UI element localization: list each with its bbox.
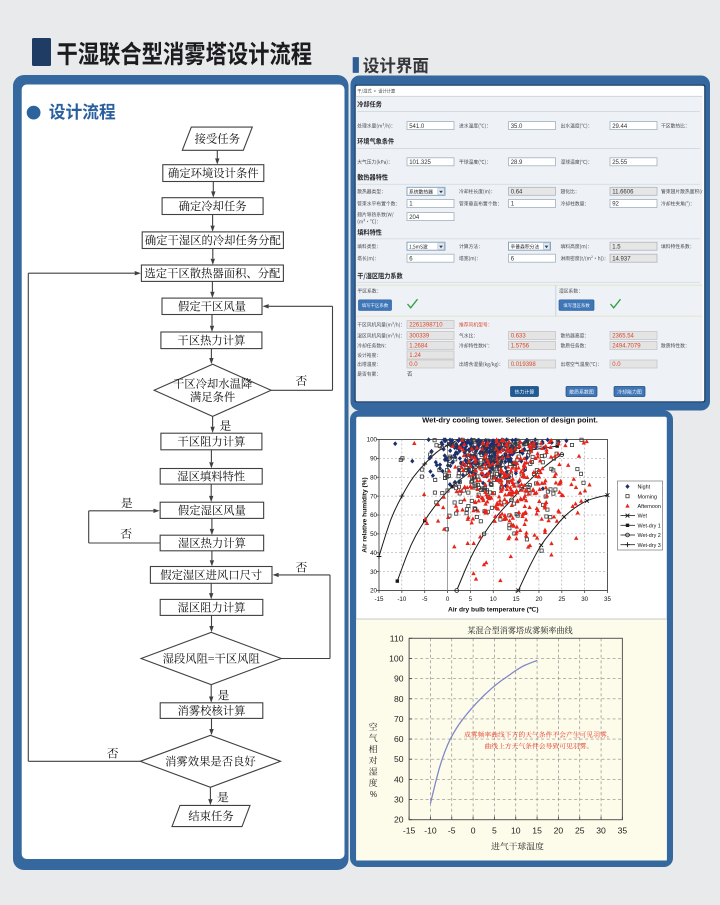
svg-text:Wet: Wet — [638, 514, 648, 520]
svg-text:80: 80 — [370, 474, 377, 481]
svg-text:1: 1 — [511, 202, 515, 208]
svg-text:2365.54: 2365.54 — [612, 334, 634, 340]
svg-text:30: 30 — [394, 795, 404, 805]
svg-text:1.5756: 1.5756 — [511, 344, 530, 350]
svg-text:11.6606: 11.6606 — [612, 190, 634, 196]
svg-text:6: 6 — [409, 256, 413, 262]
svg-text:0.0: 0.0 — [612, 362, 621, 368]
svg-text:25: 25 — [558, 596, 565, 603]
svg-text:Wet-dry 3: Wet-dry 3 — [638, 543, 661, 549]
svg-text:15: 15 — [513, 596, 520, 603]
svg-text:50: 50 — [394, 754, 404, 764]
svg-text:50: 50 — [370, 531, 377, 538]
svg-text:%: % — [370, 790, 377, 799]
svg-text:Morning: Morning — [638, 494, 657, 500]
svg-text:40: 40 — [370, 550, 377, 557]
svg-text:90: 90 — [370, 456, 377, 463]
svg-text:35.0: 35.0 — [511, 124, 523, 130]
svg-text:70: 70 — [370, 493, 377, 500]
svg-text:0.0: 0.0 — [409, 362, 418, 368]
svg-text:100: 100 — [389, 653, 404, 663]
svg-text:15: 15 — [532, 826, 542, 836]
svg-text:25: 25 — [575, 826, 585, 836]
svg-text:0.633: 0.633 — [511, 334, 527, 340]
svg-text:101.325: 101.325 — [409, 160, 431, 166]
svg-text:300339: 300339 — [409, 334, 430, 340]
svg-text:Wet-dry 2: Wet-dry 2 — [638, 533, 661, 539]
svg-text:35: 35 — [618, 826, 628, 836]
svg-text:30: 30 — [596, 826, 606, 836]
svg-text:0.019398: 0.019398 — [511, 362, 537, 368]
svg-text:6: 6 — [511, 256, 515, 262]
svg-text:-15: -15 — [403, 826, 416, 836]
svg-text:20: 20 — [536, 596, 543, 603]
svg-text:60: 60 — [394, 734, 404, 744]
svg-text:-15: -15 — [375, 596, 385, 603]
svg-text:1.24: 1.24 — [409, 353, 421, 359]
svg-text:Air relative humidity (%): Air relative humidity (%) — [362, 477, 369, 552]
svg-text:5: 5 — [492, 826, 497, 836]
svg-text:20: 20 — [370, 588, 377, 595]
svg-text:2494.7079: 2494.7079 — [612, 344, 641, 350]
svg-text:0.64: 0.64 — [511, 190, 523, 196]
svg-text:10: 10 — [490, 596, 497, 603]
svg-text:25.55: 25.55 — [612, 160, 628, 166]
svg-text:-5: -5 — [422, 596, 428, 603]
svg-text:35: 35 — [604, 596, 611, 603]
svg-text:Air dry bulb temperature (℃): Air dry bulb temperature (℃) — [448, 606, 539, 614]
svg-text:Wet-dry 1: Wet-dry 1 — [638, 523, 661, 529]
svg-text:28.9: 28.9 — [511, 160, 523, 166]
svg-text:541.0: 541.0 — [409, 124, 425, 130]
svg-text:204: 204 — [409, 215, 420, 221]
svg-text:20: 20 — [394, 815, 404, 825]
svg-text:100: 100 — [367, 437, 378, 444]
svg-text:2261398710: 2261398710 — [409, 323, 443, 329]
svg-text:1: 1 — [409, 202, 413, 208]
svg-text:30: 30 — [581, 596, 588, 603]
svg-text:70: 70 — [394, 714, 404, 724]
svg-text:Wet-dry cooling tower. Selecti: Wet-dry cooling tower. Selection of desi… — [422, 416, 598, 425]
svg-text:Afternoon: Afternoon — [638, 504, 661, 510]
svg-text:0: 0 — [446, 596, 450, 603]
svg-text:30: 30 — [370, 569, 377, 576]
svg-text:92: 92 — [612, 202, 619, 208]
svg-text:40: 40 — [394, 774, 404, 784]
svg-text:1.5: 1.5 — [612, 244, 621, 250]
svg-text:10: 10 — [511, 826, 521, 836]
svg-text:60: 60 — [370, 512, 377, 519]
svg-text:14.937: 14.937 — [612, 256, 631, 262]
svg-text:80: 80 — [394, 694, 404, 704]
svg-text:20: 20 — [554, 826, 564, 836]
svg-text:29.44: 29.44 — [612, 124, 628, 130]
svg-text:90: 90 — [394, 674, 404, 684]
svg-text:110: 110 — [390, 633, 404, 643]
svg-text:Night: Night — [638, 485, 651, 491]
svg-text:5: 5 — [469, 596, 473, 603]
svg-text:-10: -10 — [397, 596, 407, 603]
svg-text:-10: -10 — [424, 826, 437, 836]
svg-text:-5: -5 — [448, 826, 456, 836]
svg-text:1.2684: 1.2684 — [409, 344, 428, 350]
svg-text:0: 0 — [471, 826, 476, 836]
